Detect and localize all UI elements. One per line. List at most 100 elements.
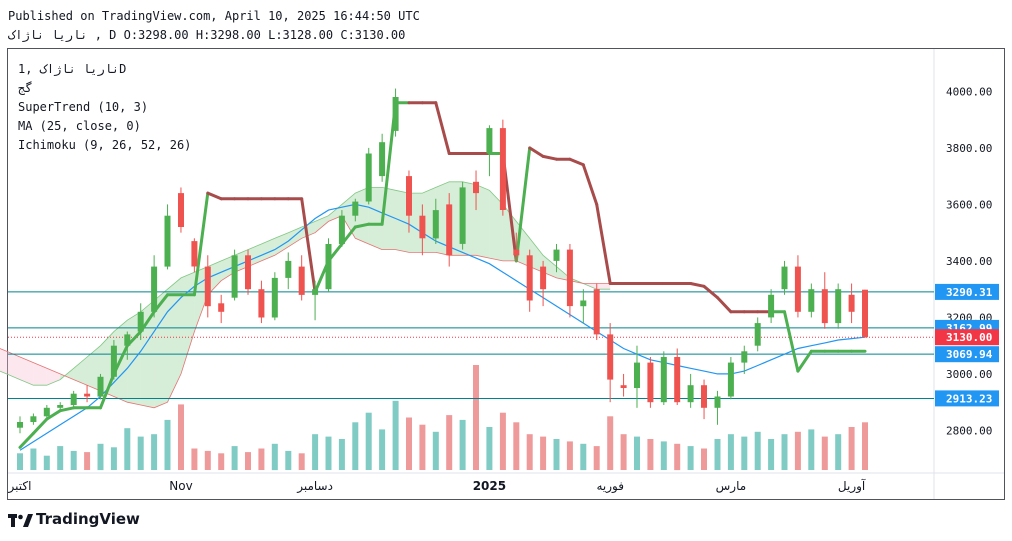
candle-body (432, 210, 439, 239)
candle-body (231, 255, 238, 298)
candle-body (580, 300, 587, 307)
candle-body (137, 311, 144, 332)
volume-bar (580, 443, 587, 471)
ichimoku-cloud-segment (20, 357, 34, 386)
candle-body (70, 393, 77, 405)
volume-bar (43, 455, 50, 470)
candle-body (379, 142, 386, 177)
ichimoku-cloud-segment (167, 277, 181, 403)
volume-bar (862, 422, 868, 470)
published-line: Published on TradingView.com, April 10, … (8, 9, 420, 23)
ichimoku-cloud-segment (328, 204, 342, 222)
supertrend-segment (541, 154, 558, 161)
legend-ichimoku[interactable]: Ichimoku (9, 26, 52, 26) (18, 138, 192, 152)
volume-bar (620, 434, 627, 470)
ichimoku-cloud-segment (248, 244, 262, 267)
ichimoku-cloud-segment (154, 289, 168, 408)
supertrend-segment (528, 146, 545, 158)
ichimoku-cloud-segment (73, 357, 88, 386)
candle-body (781, 266, 788, 290)
tradingview-brand: TradingView (36, 510, 140, 528)
candle-body (607, 334, 614, 380)
y-tick-label: 2800.00 (946, 424, 992, 437)
candle-body (446, 204, 453, 256)
price-level-badge (935, 390, 999, 407)
y-tick-label: 3800.00 (946, 142, 992, 155)
candle-body (513, 249, 520, 256)
volume-bar (446, 415, 453, 470)
volume-bar (499, 412, 506, 470)
candle-body (97, 376, 104, 397)
volume-bar (674, 443, 681, 471)
volume-bar (17, 453, 23, 470)
volume-bar (379, 429, 386, 470)
candle-body (794, 266, 801, 312)
ichimoku-cloud-segment (261, 238, 275, 261)
candle-body (553, 249, 560, 261)
ichimoku-span-a (0, 181, 611, 386)
volume-bar (97, 443, 104, 471)
legend-supertrend[interactable]: SuperTrend (10, 3) (18, 100, 149, 114)
supertrend-segment (353, 222, 371, 229)
supertrend-segment (206, 191, 223, 201)
volume-bar (365, 412, 372, 470)
candle-body (821, 289, 828, 324)
candle-body (727, 362, 734, 397)
volume-bar (57, 446, 64, 470)
volume-bar (540, 436, 547, 470)
candle-body (540, 266, 547, 290)
candle-body (17, 422, 23, 428)
volume-bar (848, 427, 855, 470)
volume-bar (741, 436, 748, 470)
volume-bar (151, 434, 158, 470)
ichimoku-cloud-segment (0, 348, 7, 374)
volume-bar (30, 448, 37, 470)
y-tick-label: 4000.00 (946, 85, 992, 98)
candle-body (634, 362, 640, 388)
candle-body (352, 201, 359, 216)
volume-bar (727, 434, 734, 470)
ichimoku-cloud-segment (556, 266, 570, 281)
candle-body (164, 215, 171, 267)
candle-body (245, 255, 251, 290)
legend-symbol[interactable]: ناریا ناژاک ,1D (18, 62, 127, 76)
volume-bar (204, 450, 211, 470)
candle-body (419, 215, 426, 239)
supertrend-segment (581, 163, 599, 206)
x-tick-label: آوریل (838, 478, 866, 494)
legend-ma[interactable]: MA (25, close, 0) (18, 119, 141, 133)
candle-body (808, 289, 815, 312)
candle-body (526, 255, 533, 301)
volume-bar (84, 452, 91, 470)
price-level-label: 2913.23 (946, 392, 992, 405)
candle-body (406, 176, 412, 216)
candle-body (271, 277, 278, 318)
candle-body (754, 323, 761, 346)
candle-body (218, 303, 225, 312)
ichimoku-cloud-segment (207, 260, 222, 295)
chart-frame (7, 48, 1005, 500)
candle-body (486, 128, 493, 154)
volume-bar (245, 452, 251, 470)
volume-bar (352, 422, 359, 470)
candle-body (593, 289, 600, 335)
y-tick-label: 3400.00 (946, 255, 992, 268)
candle-body (84, 393, 91, 397)
ichimoku-cloud-segment (355, 187, 369, 244)
x-tick-label: دسامبر (296, 479, 333, 494)
candle-body (191, 241, 198, 267)
x-tick-label: 2025 (473, 479, 506, 493)
candle-body (473, 181, 479, 194)
candle-body (714, 396, 721, 408)
volume-bar (553, 439, 560, 470)
volume-bar (191, 448, 198, 470)
ichimoku-cloud-segment (596, 283, 611, 290)
ichimoku-cloud-segment (6, 351, 20, 380)
volume-bar (325, 436, 332, 470)
supertrend-segment (514, 146, 532, 263)
x-tick-label: Nov (169, 479, 192, 493)
price-level-badge (935, 346, 999, 363)
ichimoku-cloud-segment (221, 255, 235, 281)
supertrend-segment (58, 406, 76, 413)
